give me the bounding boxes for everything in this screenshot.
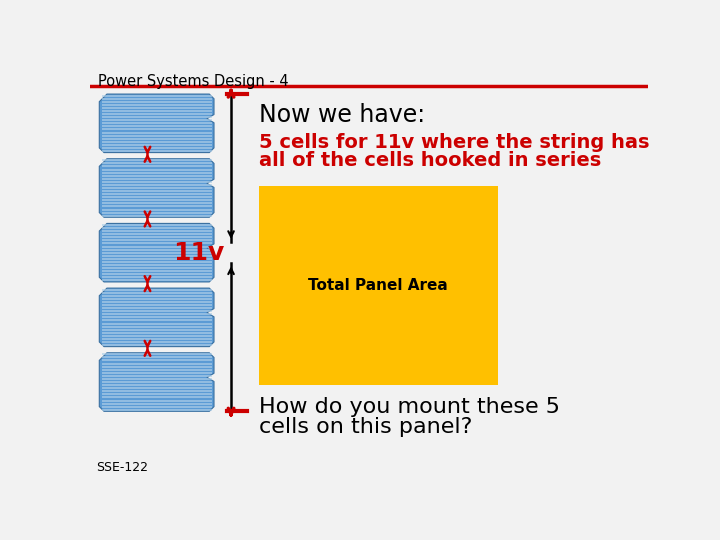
Bar [259,186,498,385]
Polygon shape [99,94,214,153]
Text: Power Systems Design - 4: Power Systems Design - 4 [98,74,289,89]
Text: Total Panel Area: Total Panel Area [308,278,448,293]
Text: How do you mount these 5: How do you mount these 5 [259,397,560,417]
Polygon shape [99,288,214,347]
Text: all of the cells hooked in series: all of the cells hooked in series [259,151,601,170]
Polygon shape [99,353,214,411]
Polygon shape [99,224,214,282]
Text: Now we have:: Now we have: [259,103,425,127]
Text: cells on this panel?: cells on this panel? [259,417,472,437]
Text: 11v: 11v [174,241,225,265]
Polygon shape [99,159,214,217]
Text: SSE-122: SSE-122 [96,462,148,475]
Text: 5 cells for 11v where the string has: 5 cells for 11v where the string has [259,132,649,152]
